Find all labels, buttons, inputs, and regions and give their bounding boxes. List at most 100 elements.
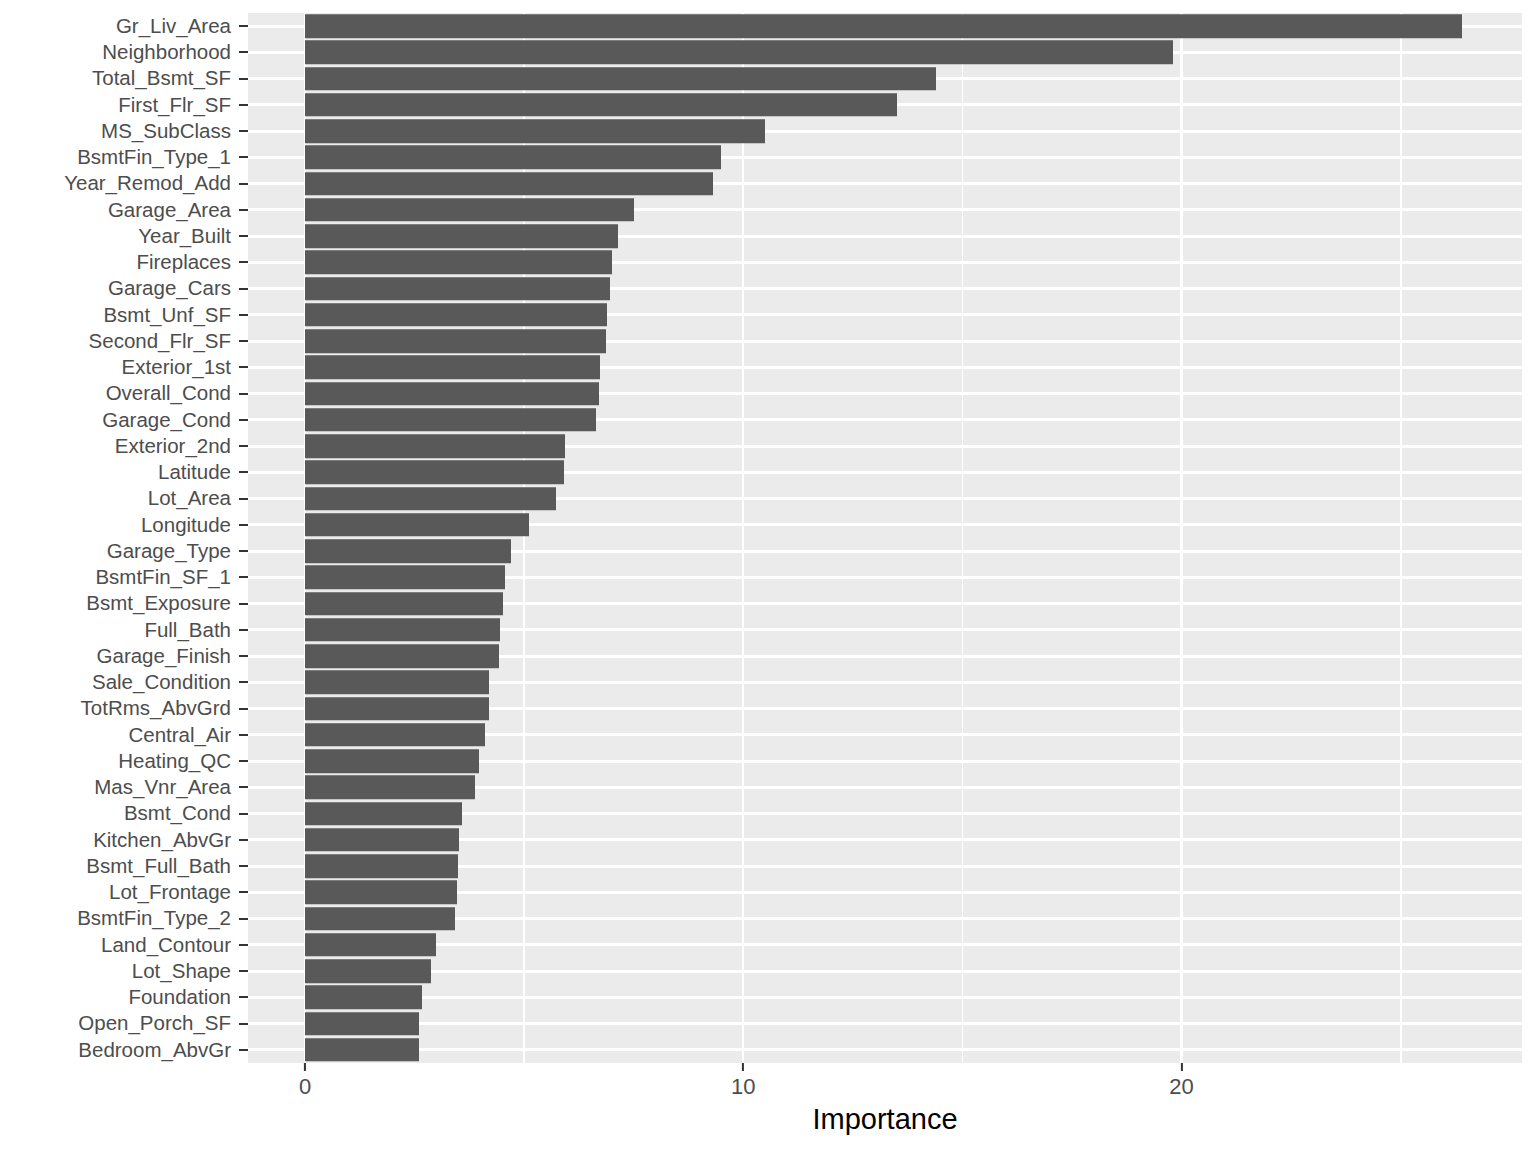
y-tick-row <box>239 879 248 905</box>
importance-bar <box>305 881 457 905</box>
y-tick <box>239 393 248 395</box>
y-axis-ticks <box>239 13 248 1063</box>
y-tick-row <box>239 249 248 275</box>
y-tick-row <box>239 92 248 118</box>
y-tick-row <box>239 984 248 1010</box>
y-axis-label: Bsmt_Exposure <box>0 591 231 617</box>
y-tick <box>239 681 248 683</box>
y-tick <box>239 51 248 53</box>
y-tick-row <box>239 801 248 827</box>
y-axis-label: Garage_Area <box>0 197 231 223</box>
y-axis-label: Exterior_2nd <box>0 433 231 459</box>
y-axis-label: MS_SubClass <box>0 118 231 144</box>
y-tick-row <box>239 669 248 695</box>
importance-bar <box>305 618 500 642</box>
y-tick-row <box>239 144 248 170</box>
y-tick-row <box>239 932 248 958</box>
y-axis-label: TotRms_AbvGrd <box>0 696 231 722</box>
plot-row <box>248 223 1522 249</box>
importance-bar <box>305 93 897 117</box>
importance-bar <box>305 723 485 747</box>
importance-bar <box>305 907 455 931</box>
importance-bar <box>305 592 503 616</box>
y-tick <box>239 1023 248 1025</box>
y-axis-label: Sale_Condition <box>0 669 231 695</box>
y-tick <box>239 25 248 27</box>
importance-bar <box>305 251 612 275</box>
y-tick <box>239 156 248 158</box>
importance-bar <box>305 41 1173 65</box>
x-tick <box>304 1063 306 1071</box>
y-axis-label: Kitchen_AbvGr <box>0 827 231 853</box>
plot-panel <box>248 13 1522 1063</box>
y-tick-row <box>239 459 248 485</box>
importance-bar <box>305 172 713 196</box>
y-major-gridline <box>248 970 1522 973</box>
y-tick <box>239 498 248 500</box>
y-tick-row <box>239 1011 248 1037</box>
importance-bar <box>305 461 564 485</box>
y-axis-label: Bsmt_Unf_SF <box>0 302 231 328</box>
plot-row <box>248 486 1522 512</box>
y-tick-row <box>239 906 248 932</box>
y-tick <box>239 235 248 237</box>
plot-row <box>248 958 1522 984</box>
y-tick <box>239 130 248 132</box>
plot-row <box>248 381 1522 407</box>
y-axis-label: Neighborhood <box>0 39 231 65</box>
plot-row <box>248 748 1522 774</box>
y-tick <box>239 865 248 867</box>
y-tick-row <box>239 538 248 564</box>
plot-row <box>248 433 1522 459</box>
importance-bar <box>305 828 459 852</box>
y-tick <box>239 1049 248 1051</box>
y-axis-label: Central_Air <box>0 722 231 748</box>
y-axis-label: Total_Bsmt_SF <box>0 66 231 92</box>
y-axis-label: Lot_Frontage <box>0 879 231 905</box>
plot-row <box>248 1037 1522 1063</box>
y-tick <box>239 996 248 998</box>
plot-row <box>248 984 1522 1010</box>
plot-row <box>248 853 1522 879</box>
plot-row <box>248 328 1522 354</box>
plot-row <box>248 879 1522 905</box>
y-axis-label: Latitude <box>0 459 231 485</box>
y-tick-row <box>239 407 248 433</box>
y-tick-row <box>239 564 248 590</box>
y-axis-label: Garage_Finish <box>0 643 231 669</box>
y-tick <box>239 760 248 762</box>
y-tick-row <box>239 1037 248 1063</box>
y-tick <box>239 340 248 342</box>
importance-bar <box>305 539 511 563</box>
plot-row <box>248 722 1522 748</box>
plot-row <box>248 92 1522 118</box>
y-axis-label: Exterior_1st <box>0 354 231 380</box>
x-tick-label: 10 <box>731 1076 755 1098</box>
y-tick-row <box>239 197 248 223</box>
plot-row <box>248 144 1522 170</box>
y-tick <box>239 419 248 421</box>
y-tick-row <box>239 328 248 354</box>
importance-bar <box>305 277 610 301</box>
importance-bar <box>305 224 618 248</box>
plot-row <box>248 696 1522 722</box>
importance-bar <box>305 854 458 878</box>
plot-row <box>248 354 1522 380</box>
y-tick <box>239 314 248 316</box>
y-axis-label: BsmtFin_Type_1 <box>0 144 231 170</box>
y-axis-label: Foundation <box>0 984 231 1010</box>
y-tick <box>239 970 248 972</box>
x-tick-label: 20 <box>1169 1076 1193 1098</box>
x-tick <box>742 1063 744 1071</box>
plot-row <box>248 407 1522 433</box>
y-tick-row <box>239 853 248 879</box>
y-tick-row <box>239 381 248 407</box>
y-tick-row <box>239 617 248 643</box>
importance-bar <box>305 303 607 327</box>
y-tick-row <box>239 66 248 92</box>
importance-bar <box>305 802 462 826</box>
y-major-gridline <box>248 943 1522 946</box>
importance-bar <box>305 697 489 721</box>
importance-bar <box>305 1038 419 1062</box>
y-major-gridline <box>248 1022 1522 1025</box>
